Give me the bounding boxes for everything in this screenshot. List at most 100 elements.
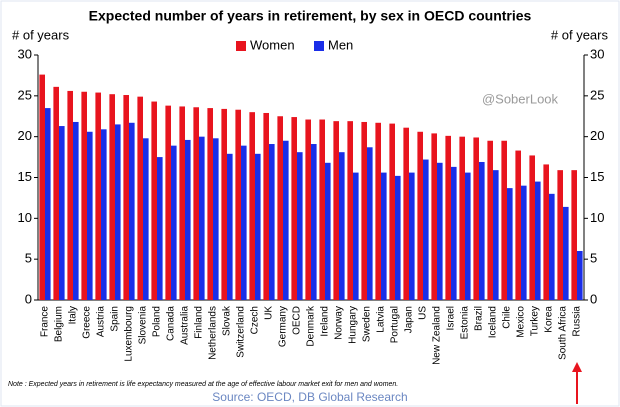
bar bbox=[479, 161, 485, 300]
y2-axis-label: # of years bbox=[551, 27, 609, 42]
bar bbox=[269, 144, 275, 300]
bar bbox=[493, 170, 499, 300]
bar bbox=[235, 109, 241, 300]
y2-tick-label: 5 bbox=[590, 251, 597, 266]
bar bbox=[249, 112, 255, 301]
bar bbox=[437, 162, 443, 300]
note: Note : Expected years in retirement is l… bbox=[8, 381, 398, 388]
bar bbox=[109, 94, 115, 300]
x-tick-label: Russia bbox=[572, 306, 583, 337]
bar bbox=[241, 145, 247, 300]
bar bbox=[81, 91, 87, 300]
x-tick-label: Latvia bbox=[376, 306, 387, 333]
arrow-head bbox=[572, 362, 582, 372]
y-tick-label: 20 bbox=[18, 128, 32, 143]
bar bbox=[67, 90, 73, 300]
x-tick-label: Israel bbox=[446, 306, 457, 330]
bar bbox=[333, 121, 339, 301]
bar bbox=[227, 153, 233, 300]
x-tick-label: US bbox=[418, 306, 429, 320]
x-tick-label: Australia bbox=[180, 306, 191, 345]
x-tick-label: Czech bbox=[250, 306, 261, 334]
x-tick-label: Iceland bbox=[488, 306, 499, 338]
bar bbox=[165, 105, 171, 300]
bar bbox=[535, 181, 541, 300]
bar bbox=[207, 108, 213, 300]
chart-title: Expected number of years in retirement, … bbox=[89, 8, 532, 24]
x-tick-label: New Zealand bbox=[432, 306, 443, 365]
bar bbox=[339, 152, 345, 300]
bar bbox=[367, 147, 373, 300]
bar bbox=[361, 121, 367, 300]
bar bbox=[325, 162, 331, 300]
bar bbox=[473, 137, 479, 300]
x-tick-label: France bbox=[40, 306, 51, 338]
bar bbox=[563, 206, 569, 300]
x-tick-label: Brazil bbox=[474, 306, 485, 331]
bar bbox=[185, 139, 191, 300]
bar bbox=[515, 150, 521, 300]
bar bbox=[193, 107, 199, 301]
bar bbox=[501, 140, 507, 300]
y-tick-label: 25 bbox=[18, 87, 32, 102]
bar bbox=[319, 119, 325, 301]
y-tick-label: 5 bbox=[25, 251, 32, 266]
y2-tick-label: 25 bbox=[590, 87, 604, 102]
bar bbox=[375, 122, 381, 301]
x-tick-label: Poland bbox=[152, 306, 163, 337]
bar bbox=[459, 136, 465, 300]
bar bbox=[417, 131, 423, 300]
x-tick-label: Chile bbox=[502, 306, 513, 329]
bar bbox=[297, 152, 303, 300]
x-tick-label: South Africa bbox=[558, 306, 569, 360]
x-tick-label: Slovenia bbox=[138, 306, 149, 345]
bar bbox=[129, 122, 135, 301]
bar bbox=[521, 185, 527, 300]
y-tick-label: 30 bbox=[18, 46, 32, 61]
bar bbox=[403, 127, 409, 300]
legend-label: Men bbox=[328, 37, 353, 52]
bar bbox=[445, 135, 451, 300]
bar bbox=[101, 129, 107, 300]
x-tick-label: Luxembourg bbox=[124, 306, 135, 362]
bar bbox=[577, 251, 583, 300]
y2-tick-label: 30 bbox=[590, 46, 604, 61]
bar bbox=[179, 106, 185, 300]
bar bbox=[487, 140, 493, 300]
y2-tick-label: 15 bbox=[590, 169, 604, 184]
bar bbox=[291, 117, 297, 300]
bar bbox=[423, 159, 429, 300]
bar bbox=[263, 112, 269, 300]
bar bbox=[87, 131, 93, 300]
bar bbox=[507, 188, 513, 300]
bar bbox=[255, 153, 261, 300]
bar bbox=[137, 96, 143, 301]
x-tick-label: OECD bbox=[292, 306, 303, 335]
x-tick-label: Hungary bbox=[348, 306, 359, 344]
bar bbox=[557, 170, 563, 300]
legend-swatch bbox=[236, 41, 246, 51]
legend-label: Women bbox=[250, 37, 295, 52]
x-tick-label: Denmark bbox=[306, 305, 317, 347]
bar bbox=[347, 121, 353, 301]
bar bbox=[45, 108, 51, 300]
x-tick-label: Korea bbox=[544, 306, 555, 333]
bar bbox=[115, 124, 121, 301]
bar bbox=[157, 157, 163, 300]
bar bbox=[431, 133, 437, 300]
bar bbox=[95, 92, 101, 300]
bar bbox=[311, 144, 317, 300]
x-tick-label: Sweden bbox=[362, 306, 373, 342]
bar bbox=[305, 119, 311, 301]
bar bbox=[543, 164, 549, 300]
bar bbox=[143, 138, 149, 300]
y-tick-label: 10 bbox=[18, 210, 32, 225]
x-tick-label: Slovak bbox=[222, 305, 233, 336]
x-tick-label: Greece bbox=[82, 306, 93, 339]
bar bbox=[389, 123, 395, 300]
bar bbox=[213, 138, 219, 300]
y-axis-label: # of years bbox=[12, 27, 70, 42]
bar bbox=[571, 170, 577, 300]
y-tick-label: 0 bbox=[25, 291, 32, 306]
